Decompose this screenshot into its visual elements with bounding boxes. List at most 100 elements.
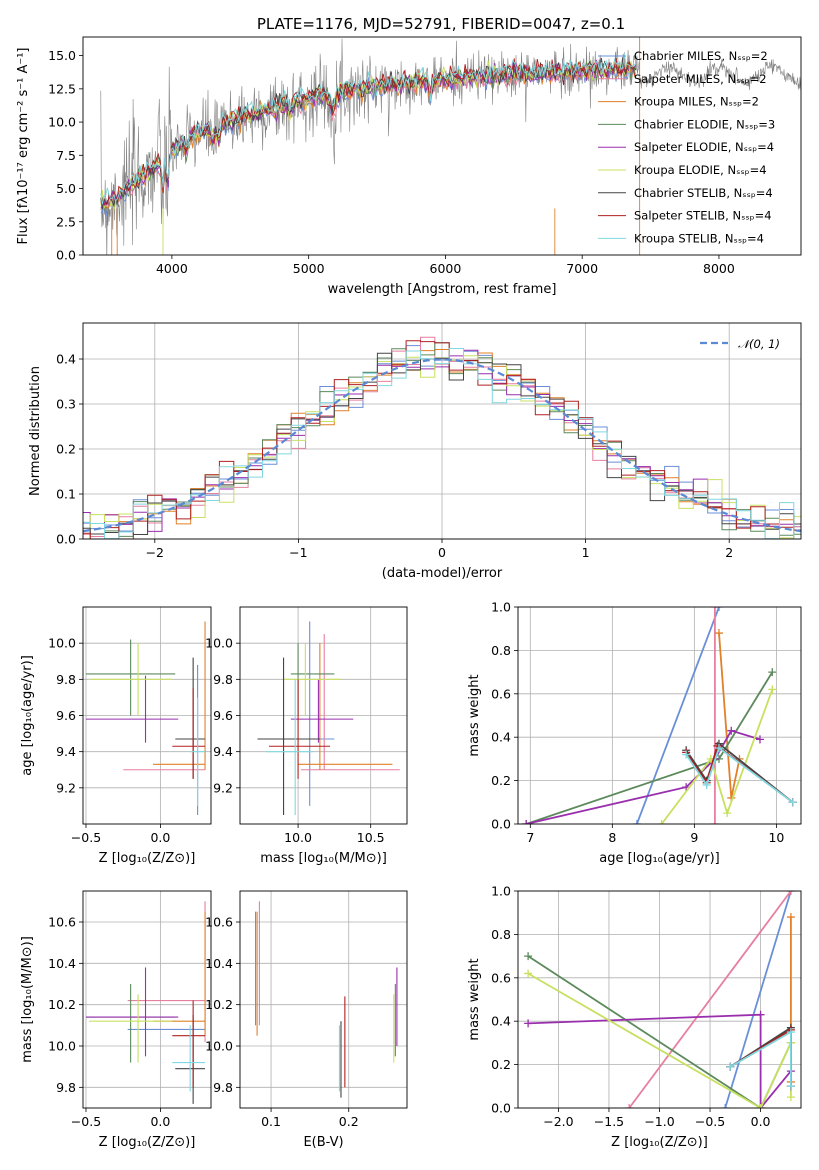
point-marker-kroupa_stelib (786, 1028, 795, 1037)
residuals-y-label: Normed distribution (28, 366, 43, 496)
figure-title: PLATE=1176, MJD=52791, FIBERID=0047, z=0… (257, 15, 625, 33)
weight_vs_age-x-tick-label: 7 (526, 830, 534, 845)
weight_vs_z-y-tick-label: 0.0 (491, 1101, 511, 1116)
series-line-salpeter_miles (628, 891, 792, 1108)
point-marker-salpeter_elodie (522, 820, 531, 824)
point-marker-kroupa_elodie (756, 1104, 765, 1108)
spectrum-y-tick-label: 10.0 (48, 115, 76, 130)
mass_vs_z-y-tick-label: 10.4 (48, 956, 76, 971)
age_vs_z-y-tick-label: 10.0 (48, 636, 76, 651)
mass_vs_z-y-tick-label: 10.2 (48, 997, 76, 1012)
weight_vs_z-x-tick-label: −0.5 (695, 1114, 725, 1129)
weight_vs_z-x-tick-label: −2.0 (543, 1114, 573, 1129)
age_vs_z-y-tick-label: 9.8 (56, 672, 76, 687)
weight_vs_age-x-tick-label: 10 (768, 830, 784, 845)
age_vs_mass-x-tick-label: 10.5 (357, 830, 385, 845)
spectrum-y-tick-label: 7.5 (56, 148, 76, 163)
series-line-chabrier_miles (636, 607, 720, 824)
series-line-kroupa_miles (718, 632, 741, 799)
age_vs_z-grid (83, 607, 211, 824)
weight_vs_z-panel: −2.0 −1.5 −1.0 −0.5 0.0 0.0 0.2 0.4 0.6 0.8 1.0 Z [… (467, 884, 802, 1150)
weight_vs_z-y-tick-label: 0.6 (491, 970, 511, 985)
point-marker-chabrier_elodie (768, 668, 777, 677)
residuals-frame (82, 322, 802, 540)
spectrum-x-tick-label: 4000 (156, 261, 188, 276)
series-line-chabrier_miles (724, 891, 792, 1108)
legend-entry-kroupa_miles: Kroupa MILES, Nₛₛₚ=2 (634, 95, 759, 109)
age_vs_mass-x-label: mass [log₁₀(M/M⊙)] (260, 851, 387, 866)
age_vs_mass-y-tick-label: 9.4 (213, 744, 233, 759)
residuals-x-tick-label: −1 (289, 545, 307, 560)
residuals-panel: −2 −1 0 1 2 0.0 0.1 0.2 0.3 0.4 (data-model)/error… (28, 322, 802, 581)
legend-entry-chabrier_stelib: Chabrier STELIB, Nₛₛₚ=4 (634, 186, 773, 200)
age_vs_mass-y-tick-label: 9.6 (213, 708, 233, 723)
spectrum-x-tick-label: 5000 (293, 261, 325, 276)
series-line-kroupa_stelib (685, 746, 794, 804)
legend-entry-normal: 𝒩(0, 1) (738, 337, 780, 351)
mass_vs_z-y-label: mass [log₁₀(M/M⊙)] (20, 936, 35, 1063)
point-marker-kroupa_miles (786, 913, 795, 922)
spectrum-panel: 4000 5000 6000 7000 8000 0.0 2.5 5.0 7.5 10.0 12.5… (16, 36, 802, 297)
residuals-y-tick-label: 0.2 (56, 442, 76, 457)
point-marker-kroupa_stelib (682, 750, 691, 759)
point-marker-kroupa_elodie (768, 685, 777, 694)
mass_vs_ebv-frame (239, 890, 408, 1109)
point-marker-kroupa_stelib (788, 798, 797, 807)
residuals-y-tick-label: 0.3 (56, 397, 76, 412)
point-marker-salpeter_elodie (755, 735, 764, 744)
weight_vs_z-x-tick-label: 0.0 (751, 1114, 771, 1129)
point-marker-kroupa_elodie (657, 820, 666, 824)
residuals-x-tick-label: 2 (725, 545, 733, 560)
point-marker-kroupa_stelib (714, 744, 723, 753)
spectrum-model-chabrier_stelib (100, 57, 637, 209)
mass_vs_ebv-errorbars (254, 901, 398, 1098)
weight_vs_z-frame (517, 890, 802, 1109)
mass_vs_ebv-y-tick-label: 10.6 (205, 915, 233, 930)
spectrum-y-label: Flux [fλ10⁻¹⁷ erg cm⁻² s⁻¹ A⁻¹] (16, 48, 31, 245)
point-marker-salpeter_elodie (727, 726, 736, 735)
residuals-x-tick-label: 0 (438, 545, 446, 560)
age_vs_z-y-tick-label: 9.6 (56, 708, 76, 723)
mass_vs_z-y-tick-label: 10.0 (48, 1039, 76, 1054)
histogram-salpeter_elodie (83, 349, 801, 539)
mass_vs_ebv-y-tick-label: 10.0 (205, 1039, 233, 1054)
spectrum-lines (100, 37, 801, 255)
weight_vs_age-y-label: mass weight (467, 674, 482, 756)
residuals-y-tick-label: 0.1 (56, 487, 76, 502)
point-marker-kroupa_elodie (524, 969, 533, 978)
mass_vs_z-x-tick-label: −0.5 (71, 1114, 101, 1129)
spectrum-model-kroupa_stelib (100, 53, 637, 205)
residuals-x-tick-label: 1 (582, 545, 590, 560)
point-marker-chabrier_elodie (524, 952, 533, 961)
point-marker-chabrier_miles (721, 1104, 730, 1108)
spectrum-y-tick-label: 0.0 (56, 248, 76, 263)
normal-curve (83, 358, 801, 533)
spectrum-x-tick-label: 8000 (703, 261, 735, 276)
point-marker-kroupa_stelib (726, 1062, 735, 1071)
weight_vs_age-frame (517, 606, 802, 825)
spectrum-frame (82, 36, 802, 256)
point-marker-salpeter_miles (625, 1104, 634, 1108)
mass_vs_ebv-panel: 0.1 0.2 9.8 10.0 10.2 10.4 10.6 E(B-V) (205, 890, 408, 1150)
histogram-steps (83, 336, 801, 539)
weight_vs_z-x-tick-label: −1.0 (644, 1114, 674, 1129)
mass_vs_z-x-label: Z [log₁₀(Z/Z⊙)] (99, 1135, 196, 1150)
weight_vs_age-y-tick-label: 1.0 (491, 600, 511, 615)
mass_vs_z-panel: −0.5 0.0 9.8 10.0 10.2 10.4 10.6 Z [log₁₀(Z/Z⊙)… (20, 890, 212, 1150)
weight_vs_z-x-label: Z [log₁₀(Z/Z⊙)] (611, 1135, 708, 1150)
residuals-y-tick-label: 0.4 (56, 352, 76, 367)
mass_vs_ebv-x-tick-label: 0.2 (339, 1114, 359, 1129)
legend-entry-salpeter_elodie: Salpeter ELODIE, Nₛₛₚ=4 (634, 140, 774, 154)
weight_vs_z-y-label: mass weight (467, 958, 482, 1040)
mass_vs_z-x-tick-label: 0.0 (150, 1114, 170, 1129)
age_vs_mass-y-tick-label: 9.8 (213, 672, 233, 687)
legend-entry-chabrier_elodie: Chabrier ELODIE, Nₛₛₚ=3 (634, 117, 775, 131)
spectrum-y-tick-label: 15.0 (48, 48, 76, 63)
age_vs_mass-grid (240, 607, 407, 824)
age_vs_z-frame (82, 606, 212, 825)
point-marker-kroupa_stelib (702, 780, 711, 789)
mass_vs_ebv-y-tick-label: 10.4 (205, 956, 233, 971)
weight_vs_z-lines (524, 891, 795, 1108)
point-marker-chabrier_miles (714, 607, 723, 611)
mass_vs_z-y-tick-label: 10.6 (48, 915, 76, 930)
